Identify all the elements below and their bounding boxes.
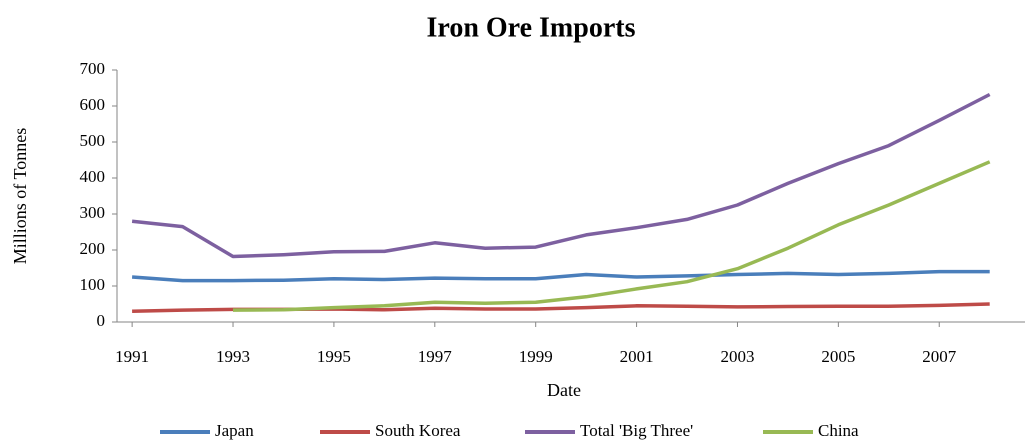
y-tick-label: 300	[80, 203, 106, 222]
y-tick-label: 200	[80, 239, 106, 258]
chart-title: Iron Ore Imports	[427, 12, 636, 43]
y-tick-label: 700	[80, 59, 106, 78]
y-tick-label: 100	[80, 275, 106, 294]
series-line	[232, 160, 991, 312]
series-line	[131, 92, 991, 259]
x-tick-label: 1995	[317, 347, 351, 366]
y-tick-label: 0	[97, 311, 106, 330]
x-axis-label: Date	[547, 380, 581, 400]
y-axis-label: Millions of Tonnes	[10, 128, 30, 264]
x-tick-label: 1999	[519, 347, 553, 366]
x-tick-label: 2005	[821, 347, 855, 366]
y-tick-label: 400	[80, 167, 106, 186]
series-line	[131, 269, 990, 283]
legend-label: Japan	[215, 421, 254, 440]
legend-label: China	[818, 421, 859, 440]
x-tick-label: 2003	[720, 347, 754, 366]
x-tick-label: 2007	[922, 347, 957, 366]
x-tick-label: 1997	[418, 347, 453, 366]
y-tick-label: 500	[80, 131, 106, 150]
x-tick-label: 1993	[216, 347, 250, 366]
y-tick-label: 600	[80, 95, 106, 114]
legend-label: South Korea	[375, 421, 461, 440]
x-tick-label: 1991	[115, 347, 149, 366]
legend-label: Total 'Big Three'	[580, 421, 693, 440]
x-tick-label: 2001	[620, 347, 654, 366]
